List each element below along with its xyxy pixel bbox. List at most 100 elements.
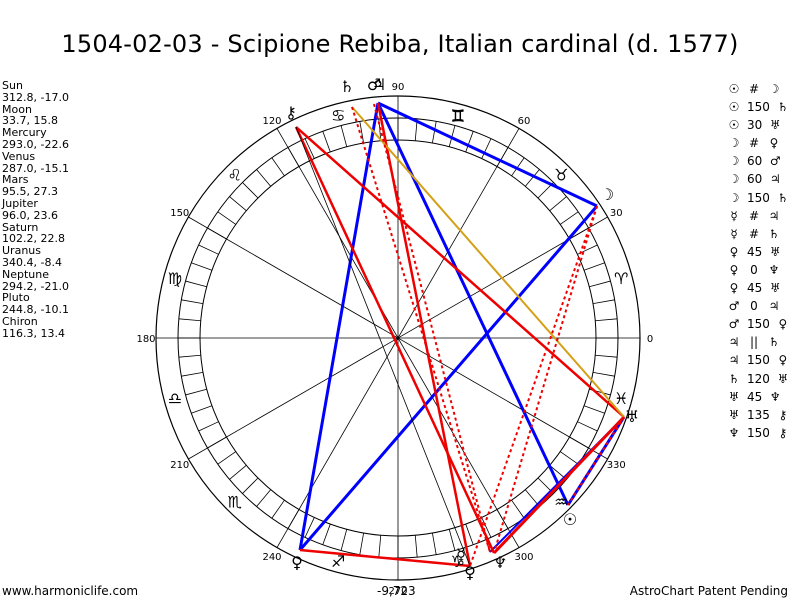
- zodiac-sign-glyph: ♉: [554, 166, 568, 185]
- zodiac-sign-glyph: ♓: [614, 389, 628, 408]
- planet-glyphs: ☽♂♃♄⚷♅☉♀♀☿ ♆♊: [285, 75, 639, 582]
- planet-coords: 287.0, -15.1: [2, 161, 69, 175]
- aspect-token: ♄: [728, 371, 740, 386]
- aspect-row: ♀ 0 ♆: [727, 261, 790, 279]
- spoke-line: [188, 216, 608, 460]
- aspect-line: [295, 126, 471, 567]
- aspect-token: 150: [747, 425, 770, 440]
- ring-tick: [465, 131, 474, 153]
- zodiac-sign-glyphs: ♈ ♉ ♊ ♋ ♌ ♍ ♎ ♏ ♐ ♑ ♒ ♓: [168, 106, 629, 571]
- aspect-token: 150: [747, 190, 770, 205]
- moon-icon: ☽: [600, 185, 614, 204]
- aspect-row: ♂ 150 ♀: [727, 315, 790, 333]
- uranus-icon: ♅: [625, 407, 639, 426]
- aspect-row: ♅ 135 ⚷: [727, 406, 790, 424]
- degree-label: 120: [262, 116, 281, 127]
- aspect-token: 45: [747, 244, 763, 259]
- ring-tick: [577, 421, 598, 432]
- ring-tick: [304, 517, 315, 538]
- aspect-token: ♄: [777, 190, 789, 205]
- aspect-token: ♀: [778, 317, 788, 332]
- aspect-token: #: [748, 136, 760, 151]
- ring-tick: [178, 354, 201, 358]
- zodiac-sign-glyph: ♍: [168, 269, 182, 288]
- zodiac-sign-glyph: ♋: [331, 106, 345, 125]
- degree-labels: 0 30 60 90 120 150 180 210 240 270 300 330: [136, 82, 653, 597]
- ring-tick: [448, 125, 456, 147]
- ring-tick: [448, 529, 456, 551]
- planet-coords: 312.8, -17.0: [2, 90, 69, 104]
- planet-name: Mercury: [2, 126, 47, 140]
- mars-icon: ♂: [367, 75, 381, 94]
- aspect-token: ♀: [729, 262, 739, 277]
- aspect-token: 30: [747, 118, 763, 133]
- aspect-token: ☿: [730, 226, 738, 241]
- aspect-line: [298, 205, 599, 551]
- aspect-row: ♅ 45 ♆: [727, 388, 790, 406]
- aspect-token: ♅: [777, 371, 789, 386]
- ring-tick: [304, 138, 315, 159]
- aspect-token: 120: [747, 371, 770, 386]
- aspect-row: ♃ || ♄: [727, 333, 790, 351]
- aspect-row: ☽ 60 ♃: [727, 170, 790, 188]
- aspect-row: ☿ # ♄: [727, 225, 790, 243]
- aspect-token: ♄: [768, 226, 780, 241]
- ring-tick: [229, 464, 247, 480]
- aspect-token: #: [748, 208, 760, 223]
- ring-tick: [198, 421, 219, 432]
- ring-tick: [359, 121, 365, 144]
- aspect-token: ♃: [769, 172, 781, 187]
- aspect-line: [492, 415, 626, 555]
- ring-tick: [589, 280, 611, 288]
- aspect-token: ♅: [728, 389, 740, 404]
- saturn-icon: ♄: [340, 77, 354, 96]
- zodiac-ring: [155, 95, 641, 581]
- ring-tick: [217, 211, 237, 225]
- aspect-token: ♀: [729, 281, 739, 296]
- ring-tick: [549, 196, 567, 212]
- ring-tick: [217, 451, 237, 465]
- planet-name: Neptune: [2, 267, 50, 281]
- aspect-token: ♃: [728, 335, 740, 350]
- aspect-line: [298, 102, 380, 551]
- aspect-row: ♀ 45 ♅: [727, 279, 790, 297]
- aspect-token: ♂: [728, 299, 740, 314]
- degree-label: 0: [647, 334, 653, 345]
- aspect-token: 60: [747, 154, 763, 169]
- ring-tick: [431, 532, 437, 555]
- ring-tick: [242, 182, 259, 199]
- ring-tick: [511, 499, 525, 519]
- planet-coords: 293.0, -22.6: [2, 137, 69, 151]
- planet-name: Venus: [2, 149, 36, 163]
- aspect-token: ☉: [728, 118, 740, 133]
- aspect-row: ☉ 30 ♅: [727, 116, 790, 134]
- aspect-token: ☉: [728, 100, 740, 115]
- degree-label: 180: [136, 334, 155, 345]
- ring-tick: [242, 477, 259, 494]
- ring-tick: [414, 535, 418, 558]
- aspect-row: ♆ 150 ⚷: [727, 424, 790, 442]
- ring-tick: [185, 280, 207, 288]
- aspect-token: ♀: [769, 136, 779, 151]
- aspect-token: ♃: [728, 353, 740, 368]
- aspect-token: ♅: [769, 281, 781, 296]
- ring-tick: [181, 371, 204, 377]
- planet-name: Chiron: [2, 314, 38, 328]
- aspect-token: ♃: [768, 208, 780, 223]
- aspect-row: ☽ 150 ♄: [727, 189, 790, 207]
- chart-title: 1504-02-03 - Scipione Rebiba, Italian ca…: [61, 30, 739, 58]
- aspect-line: [493, 205, 598, 554]
- aspect-token: 0: [750, 262, 758, 277]
- planet-name: Pluto: [2, 291, 30, 305]
- planet-name: Mars: [2, 173, 29, 187]
- aspect-token: ⚷: [778, 407, 788, 422]
- ring-tick: [481, 517, 492, 538]
- degree-label: 60: [518, 116, 531, 127]
- aspect-token: ☽: [728, 136, 740, 151]
- aspect-token: 150: [747, 353, 770, 368]
- aspect-row: ♄ 120 ♅: [727, 370, 790, 388]
- aspect-token: ||: [749, 335, 759, 350]
- aspect-row: ♀ 45 ♅: [727, 243, 790, 261]
- aspect-token: 45: [747, 389, 763, 404]
- ring-tick: [340, 529, 348, 551]
